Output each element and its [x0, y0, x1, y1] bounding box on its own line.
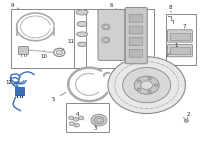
FancyBboxPatch shape	[170, 47, 190, 54]
Circle shape	[141, 81, 152, 89]
Circle shape	[102, 37, 110, 43]
Text: 7: 7	[183, 24, 186, 30]
FancyBboxPatch shape	[170, 33, 190, 40]
Circle shape	[91, 114, 107, 126]
Circle shape	[123, 67, 171, 103]
Text: 12: 12	[5, 80, 16, 85]
Ellipse shape	[78, 42, 86, 47]
FancyBboxPatch shape	[98, 9, 125, 60]
Circle shape	[148, 77, 151, 80]
Circle shape	[94, 116, 104, 124]
Circle shape	[138, 80, 141, 82]
Ellipse shape	[76, 10, 88, 15]
Text: 1: 1	[166, 43, 178, 57]
FancyBboxPatch shape	[15, 87, 24, 95]
FancyBboxPatch shape	[129, 38, 142, 46]
Text: 3: 3	[93, 125, 97, 131]
FancyBboxPatch shape	[18, 46, 28, 54]
Circle shape	[148, 90, 151, 93]
Circle shape	[79, 116, 84, 120]
Text: 9: 9	[11, 2, 19, 9]
Circle shape	[56, 50, 62, 55]
Text: 8: 8	[169, 5, 172, 12]
Circle shape	[108, 57, 185, 113]
FancyBboxPatch shape	[129, 14, 142, 22]
Text: 11: 11	[62, 39, 75, 50]
Text: 6: 6	[109, 2, 116, 9]
Text: 2: 2	[187, 112, 190, 119]
Circle shape	[74, 123, 79, 127]
Circle shape	[134, 76, 159, 94]
Text: 4: 4	[75, 112, 84, 120]
FancyBboxPatch shape	[129, 26, 142, 34]
Text: 5: 5	[52, 92, 66, 102]
Circle shape	[138, 88, 141, 90]
Circle shape	[69, 116, 74, 120]
Ellipse shape	[77, 21, 87, 27]
Circle shape	[104, 39, 108, 41]
Circle shape	[184, 119, 189, 122]
Circle shape	[74, 117, 79, 121]
Circle shape	[69, 122, 74, 126]
Circle shape	[97, 119, 101, 122]
Ellipse shape	[77, 32, 88, 36]
Text: 10: 10	[40, 50, 47, 59]
FancyBboxPatch shape	[129, 49, 142, 57]
FancyBboxPatch shape	[168, 30, 192, 42]
FancyBboxPatch shape	[125, 7, 147, 64]
Circle shape	[102, 24, 110, 30]
Circle shape	[154, 84, 158, 86]
Circle shape	[104, 25, 108, 28]
FancyBboxPatch shape	[168, 44, 192, 57]
